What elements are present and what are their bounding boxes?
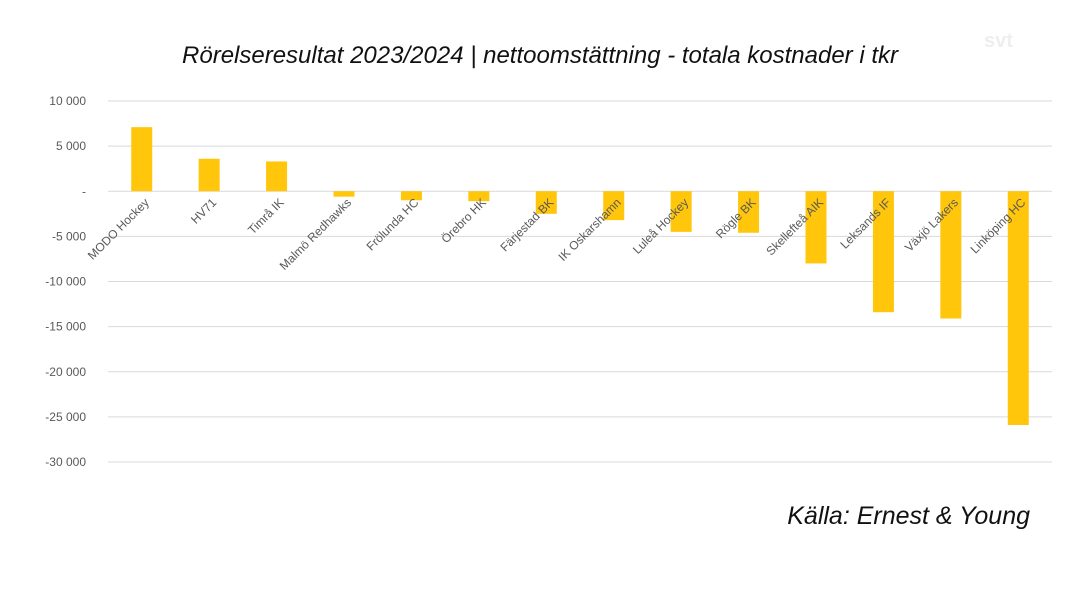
bar bbox=[400, 191, 422, 201]
y-tick-label: 5 000 bbox=[56, 139, 86, 153]
y-tick-label: -30 000 bbox=[45, 455, 86, 469]
x-category-label: IK Oskarshamn bbox=[555, 195, 623, 263]
y-tick-label: -15 000 bbox=[45, 320, 86, 334]
bar bbox=[603, 191, 625, 221]
x-category-label: Frölunda HC bbox=[364, 195, 422, 253]
source-caption: Källa: Ernest & Young bbox=[787, 502, 1030, 530]
y-tick-label: -20 000 bbox=[45, 365, 86, 379]
y-tick-label: 10 000 bbox=[49, 94, 86, 108]
bar bbox=[670, 191, 692, 232]
x-category-label: Timrå IK bbox=[245, 195, 287, 237]
y-tick-label: -25 000 bbox=[45, 410, 86, 424]
bar bbox=[131, 127, 153, 192]
y-tick-label: -5 000 bbox=[52, 229, 86, 243]
x-category-label: Örebro HK bbox=[439, 195, 489, 245]
bar-chart: 10 000 5 000 - -5 000 -10 000 -15 000 -20 000 -… bbox=[45, 94, 1052, 469]
bar bbox=[940, 191, 962, 319]
chart-area: 10 000 5 000 - -5 000 -10 000 -15 000 -20 000 -… bbox=[16, 84, 1064, 482]
y-tick-label: -10 000 bbox=[45, 275, 86, 289]
x-category-label: Malmö Redhawks bbox=[277, 195, 354, 272]
x-category-label: Färjestad BK bbox=[497, 195, 556, 254]
chart-title: Rörelseresultat 2023/2024 | nettoomstätt… bbox=[182, 42, 898, 69]
bar bbox=[1007, 191, 1029, 425]
x-category-label: HV71 bbox=[188, 195, 219, 226]
x-category-label: MODO Hockey bbox=[85, 195, 152, 262]
bar bbox=[535, 191, 557, 214]
bar bbox=[872, 191, 894, 313]
bar bbox=[805, 191, 827, 264]
svt-logo: svt bbox=[984, 30, 1013, 52]
y-tick-label: - bbox=[82, 184, 86, 198]
bar bbox=[333, 191, 355, 197]
bar bbox=[468, 191, 490, 202]
bar bbox=[738, 191, 760, 233]
bar bbox=[266, 161, 288, 192]
bar bbox=[198, 158, 220, 192]
